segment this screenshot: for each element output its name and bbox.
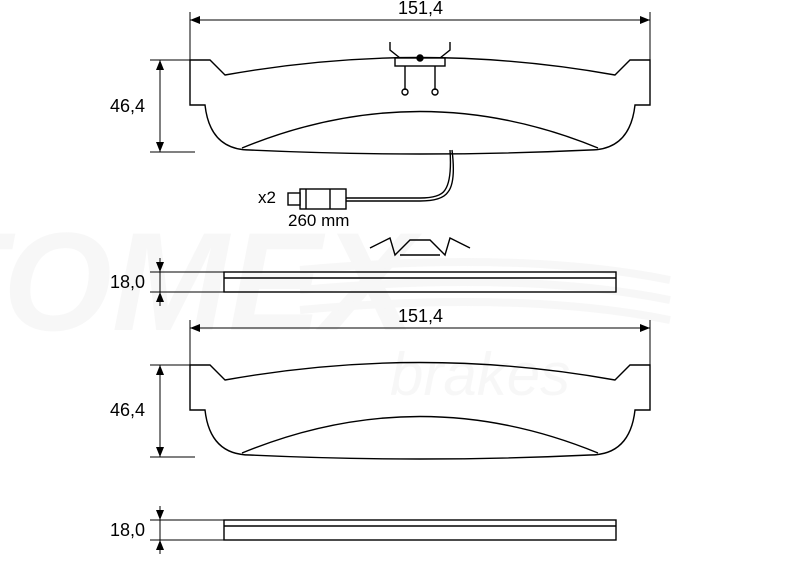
pad1-height-dim [150, 60, 195, 152]
pad2-height-dim [150, 365, 195, 457]
side-view-1 [224, 272, 616, 292]
pad1-width-dim [190, 12, 650, 60]
side2-thickness-dim [150, 506, 224, 554]
pad2-height-label: 46,4 [110, 400, 145, 421]
pad1-width-label: 151,4 [398, 0, 443, 19]
side-view-2 [224, 520, 616, 540]
pad2-width-label: 151,4 [398, 306, 443, 327]
pad1-shape [190, 42, 650, 154]
spring-clip [370, 238, 470, 255]
wire-length-label: 260 mm [288, 211, 349, 231]
wear-sensor-wire [288, 150, 453, 209]
pad1-height-label: 46,4 [110, 96, 145, 117]
side1-thickness-label: 18,0 [110, 272, 145, 293]
side1-thickness-dim [150, 258, 224, 306]
side2-thickness-label: 18,0 [110, 520, 145, 541]
pad2-shape [190, 363, 650, 460]
wire-x2-label: x2 [258, 188, 276, 208]
